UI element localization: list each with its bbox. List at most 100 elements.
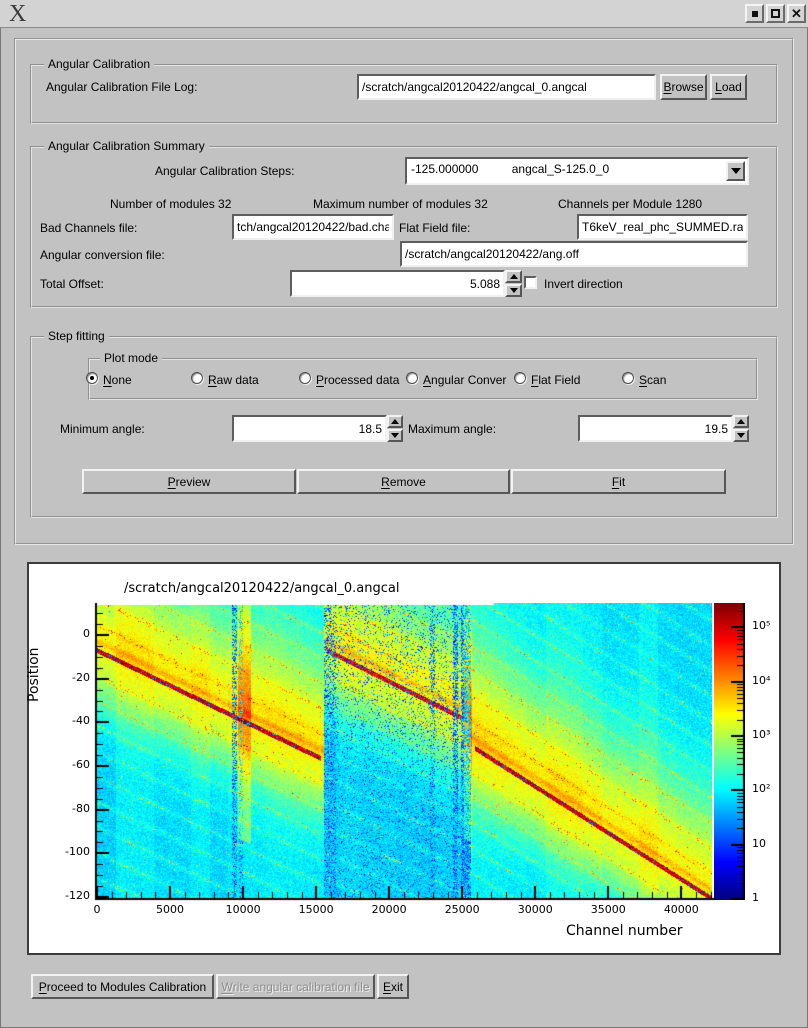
colorbar-tick-label: 10³ [752, 728, 771, 742]
chevron-down-icon [730, 168, 741, 174]
radio-none[interactable] [86, 372, 98, 384]
conversion-file-input[interactable] [400, 241, 748, 267]
max-angle-spinner [733, 415, 749, 442]
min-angle-spinner [387, 415, 403, 442]
arrow-down-icon [391, 433, 399, 438]
close-button[interactable]: ✕ [787, 4, 806, 23]
x-tick-label: 20000 [371, 903, 407, 916]
spin-down-button[interactable] [733, 429, 749, 442]
x-tick-label: 25000 [444, 903, 480, 916]
total-offset-input[interactable] [290, 270, 505, 297]
x-tick-label: 5000 [156, 903, 185, 916]
y-tick-label: -100 [65, 845, 90, 859]
steps-combobox-arrow[interactable] [726, 161, 745, 181]
spin-up-button[interactable] [387, 415, 403, 428]
arrow-up-icon [391, 419, 399, 424]
flat-field-label: Flat Field file: [399, 221, 471, 235]
angular-calibration-group [30, 64, 778, 124]
max-modules-stat: Maximum number of modules 32 [313, 197, 488, 211]
radio-scan-label[interactable]: Scan [639, 373, 667, 387]
colorbar-tick-label: 10² [752, 782, 771, 796]
titlebar[interactable]: X ✕ [0, 0, 808, 28]
flat-field-input[interactable] [577, 214, 748, 240]
arrow-down-icon [509, 288, 518, 293]
y-tick-label: -80 [72, 801, 90, 815]
arrow-down-icon [737, 433, 745, 438]
radio-angular-conversion-label[interactable]: Angular Conver [423, 373, 507, 387]
colorbar-tick-label: 10⁵ [752, 619, 771, 633]
radio-raw-data-label[interactable]: Raw data [208, 373, 259, 387]
maximize-button[interactable] [766, 4, 785, 23]
radio-processed-data-label[interactable]: Processed data [316, 373, 400, 387]
x-tick-label: 15000 [298, 903, 334, 916]
spin-down-button[interactable] [505, 284, 522, 297]
invert-direction-checkbox[interactable] [524, 276, 537, 289]
min-angle-label: Minimum angle: [60, 422, 145, 436]
colorbar-tick-label: 1 [752, 891, 759, 904]
max-angle-input[interactable] [578, 415, 733, 442]
close-icon: ✕ [791, 6, 802, 21]
steps-combobox[interactable]: -125.000000 angcal_S-125.0_0 [405, 157, 749, 185]
steps-combobox-value: -125.000000 angcal_S-125.0_0 [411, 162, 610, 176]
y-tick-label: -40 [72, 714, 90, 728]
min-angle-input[interactable] [232, 415, 387, 442]
invert-direction-label: Invert direction [544, 277, 623, 291]
channels-per-module-stat: Channels per Module 1280 [558, 197, 703, 211]
total-offset-label: Total Offset: [40, 277, 104, 291]
total-offset-spinner [505, 270, 522, 297]
radio-flat-field[interactable] [514, 372, 526, 384]
x-tick-label: 35000 [590, 903, 626, 916]
maximize-icon [771, 9, 780, 18]
x-tick-label: 10000 [225, 903, 261, 916]
x-tick-label: 30000 [517, 903, 553, 916]
summary-legend: Angular Calibration Summary [44, 139, 209, 153]
colorbar-tick-label: 10⁴ [752, 673, 771, 687]
heatmap-canvas [97, 603, 712, 898]
spin-up-button[interactable] [505, 270, 522, 283]
summary-group [30, 146, 778, 308]
radio-processed-data[interactable] [299, 372, 311, 384]
angular-calibration-legend: Angular Calibration [44, 57, 155, 71]
x-tick-label: 0 [93, 903, 101, 916]
num-modules-stat: Number of modules 32 [110, 197, 232, 211]
radio-scan[interactable] [622, 372, 634, 384]
arrow-up-icon [737, 419, 745, 424]
spin-up-button[interactable] [733, 415, 749, 428]
step-fitting-group [30, 336, 778, 518]
radio-angular-conversion[interactable] [406, 372, 418, 384]
plot-mode-legend: Plot mode [100, 351, 163, 365]
y-tick-label: 0 [83, 627, 90, 641]
minimize-icon [751, 10, 758, 17]
bad-channels-input[interactable] [232, 214, 394, 240]
y-tick-label: -120 [65, 888, 90, 902]
file-log-label: Angular Calibration File Log: [46, 80, 198, 94]
plot-title: /scratch/angcal20120422/angcal_0.angcal [124, 581, 400, 596]
minimize-button[interactable] [745, 4, 764, 23]
y-tick-label: -60 [72, 757, 90, 771]
arrow-up-icon [509, 274, 518, 279]
step-fitting-legend: Step fitting [44, 329, 109, 343]
bad-channels-label: Bad Channels file: [40, 221, 138, 235]
conversion-file-label: Angular conversion file: [40, 248, 165, 262]
x-axis-label: Channel number [566, 923, 683, 939]
radio-none-label[interactable]: None [103, 373, 132, 387]
steps-label: Angular Calibration Steps: [155, 164, 295, 178]
radio-flat-field-label[interactable]: Flat Field [531, 373, 581, 387]
colorbar-tick-label: 10 [752, 836, 766, 850]
x-tick-label: 40000 [663, 903, 699, 916]
max-angle-label: Maximum angle: [408, 422, 497, 436]
spin-down-button[interactable] [387, 429, 403, 442]
colorbar-canvas [714, 603, 745, 900]
x11-app-icon: X [9, 1, 27, 27]
radio-raw-data[interactable] [191, 372, 203, 384]
file-log-input[interactable] [357, 74, 656, 100]
